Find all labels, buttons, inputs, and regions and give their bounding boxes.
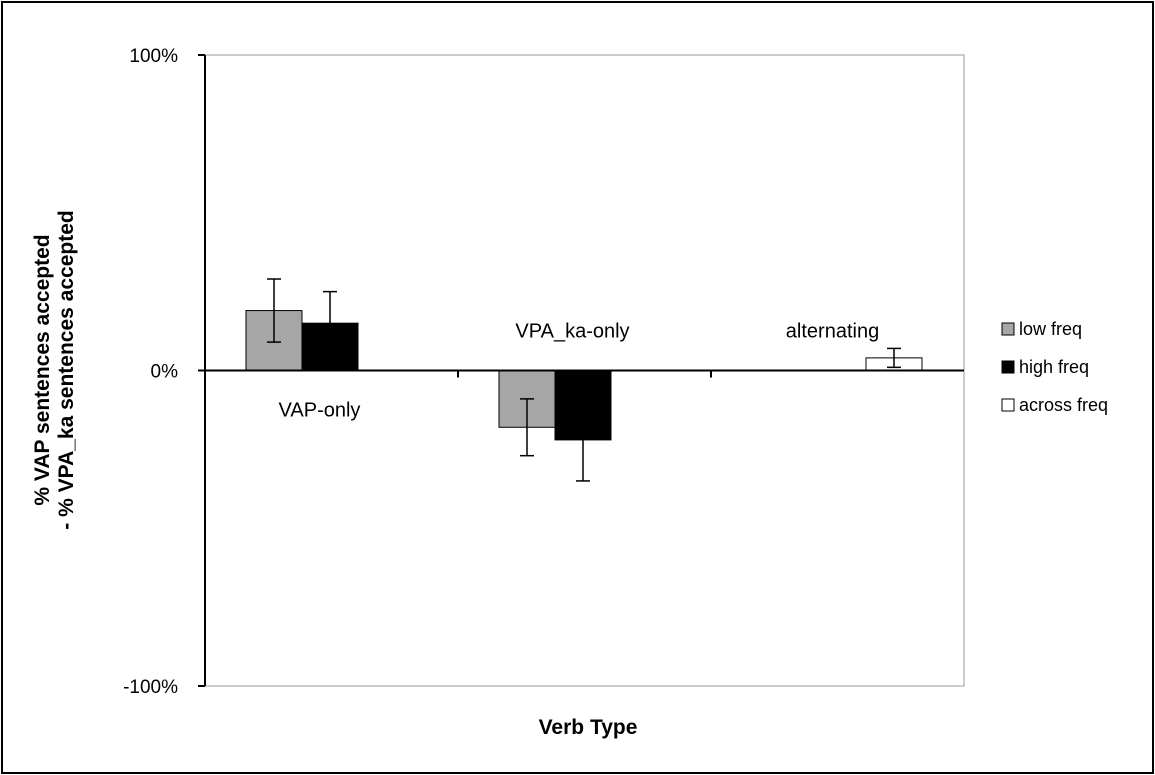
legend-label: across freq	[1019, 395, 1108, 415]
category-label: VPA_ka-only	[515, 321, 629, 343]
legend-label: high freq	[1019, 357, 1089, 377]
legend: low freq high freq across freq	[1001, 319, 1108, 415]
legend-label: low freq	[1019, 319, 1082, 339]
y-axis-title-line-2: - % VPA_ka sentences accepted	[55, 210, 78, 529]
category-label: VAP-only	[279, 400, 361, 422]
x-axis-title: Verb Type	[539, 716, 638, 739]
category-labels: VAP-only VPA_ka-only alternating	[279, 321, 880, 422]
error-bars	[267, 278, 901, 482]
legend-swatch	[1001, 398, 1015, 412]
y-tick-label: 100%	[129, 46, 178, 67]
category-label: alternating	[786, 321, 879, 343]
legend-swatch	[1001, 360, 1015, 374]
y-tick-label: 0%	[151, 362, 179, 383]
legend-swatch	[1001, 322, 1015, 336]
y-axis-ticks: 100% 0% -100%	[123, 46, 205, 698]
y-tick-label: -100%	[123, 677, 178, 698]
x-axis-ticks	[457, 370, 712, 378]
y-axis-title-line-1: % VAP sentences accepted	[31, 234, 54, 505]
